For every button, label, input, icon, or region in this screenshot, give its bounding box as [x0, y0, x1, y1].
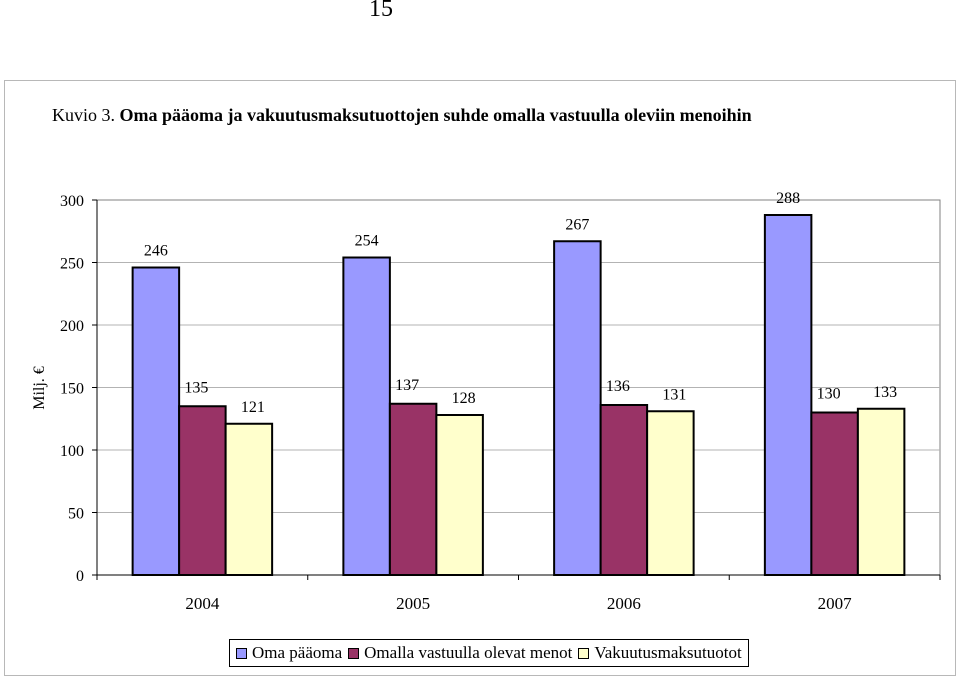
legend-label: Vakuutusmaksutuotot	[594, 643, 742, 662]
bar	[646, 410, 695, 576]
legend-label: Oma pääoma	[252, 643, 343, 662]
y-tick-label: 150	[60, 381, 84, 398]
bar	[131, 266, 181, 576]
legend-swatch	[236, 647, 247, 659]
y-tick-label: 0	[76, 568, 84, 585]
data-label: 135	[184, 379, 208, 396]
bar	[599, 404, 649, 576]
bar	[388, 402, 438, 576]
data-label: 131	[662, 386, 686, 403]
legend-label: Omalla vastuulla olevat menot	[364, 643, 573, 662]
legend-item: Vakuutusmaksutuotot	[578, 643, 742, 663]
x-tick-label: 2007	[818, 594, 853, 613]
x-tick-label: 2006	[607, 594, 641, 613]
y-tick-label: 100	[60, 443, 84, 460]
bar	[856, 407, 906, 576]
bar	[553, 240, 602, 576]
data-label: 246	[144, 243, 168, 260]
legend-item: Omalla vastuulla olevat menot	[348, 643, 572, 663]
data-label: 130	[817, 386, 841, 403]
bar	[763, 214, 813, 576]
bar	[178, 405, 227, 576]
figure-label: Kuvio 3.	[52, 105, 115, 125]
data-label: 121	[241, 399, 265, 416]
data-label: 136	[606, 378, 630, 395]
data-label: 133	[873, 384, 897, 401]
y-axis-label: Milj. €	[31, 366, 48, 410]
y-tick-label: 200	[60, 318, 84, 335]
bar	[342, 256, 391, 576]
chart-title: Kuvio 3. Oma pääoma ja vakuutusmaksutuot…	[52, 103, 772, 128]
x-tick-label: 2004	[185, 594, 220, 613]
bar	[224, 422, 274, 576]
title-text: Oma pääoma ja vakuutusmaksutuottojen suh…	[119, 105, 752, 125]
data-label: 288	[776, 190, 800, 207]
y-tick-label: 250	[60, 256, 84, 273]
bar	[435, 414, 484, 576]
legend: Oma pääoma Omalla vastuulla olevat menot V…	[229, 639, 749, 667]
y-tick-label: 300	[60, 193, 84, 210]
x-tick-label: 2005	[396, 594, 430, 613]
page-number: 15	[369, 0, 393, 22]
data-label: 128	[452, 390, 476, 407]
data-label: 137	[395, 377, 419, 394]
y-tick-label: 50	[68, 506, 84, 523]
legend-swatch	[578, 647, 590, 659]
data-label: 267	[565, 216, 589, 233]
chart-frame	[4, 80, 956, 676]
legend-swatch	[348, 647, 360, 659]
legend-item: Oma pääoma	[236, 643, 342, 663]
bar	[810, 411, 859, 576]
data-label: 254	[355, 233, 379, 250]
